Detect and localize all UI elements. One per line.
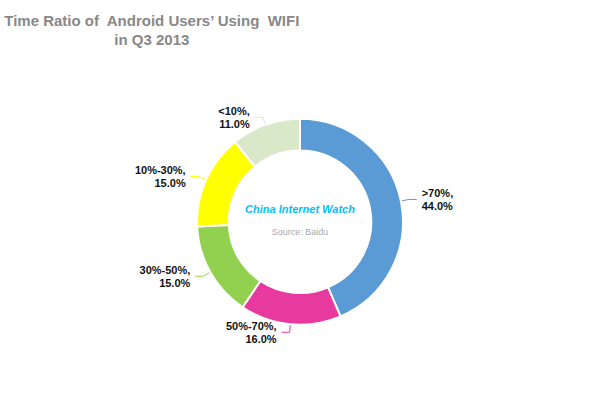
svg-text:44.0%: 44.0% <box>422 200 453 212</box>
svg-text:Source: Baidu: Source: Baidu <box>272 227 329 237</box>
svg-text:30%-50%,: 30%-50%, <box>140 264 191 276</box>
svg-text:>70%,: >70%, <box>422 187 454 199</box>
svg-text:50%-70%,: 50%-70%, <box>226 320 277 332</box>
svg-text:in Q3 2013: in Q3 2013 <box>114 31 189 48</box>
svg-text:Time Ratio of Android Users’: Time Ratio of Android Users’ Using WIFI <box>4 12 299 29</box>
svg-text:15.0%: 15.0% <box>159 277 190 289</box>
svg-text:15.0%: 15.0% <box>154 177 185 189</box>
svg-text:China Internet Watch: China Internet Watch <box>245 203 355 215</box>
svg-text:<10%,: <10%, <box>218 105 250 117</box>
svg-text:10%-30%,: 10%-30%, <box>135 164 186 176</box>
svg-text:11.0%: 11.0% <box>219 118 250 130</box>
svg-text:16.0%: 16.0% <box>245 333 276 345</box>
